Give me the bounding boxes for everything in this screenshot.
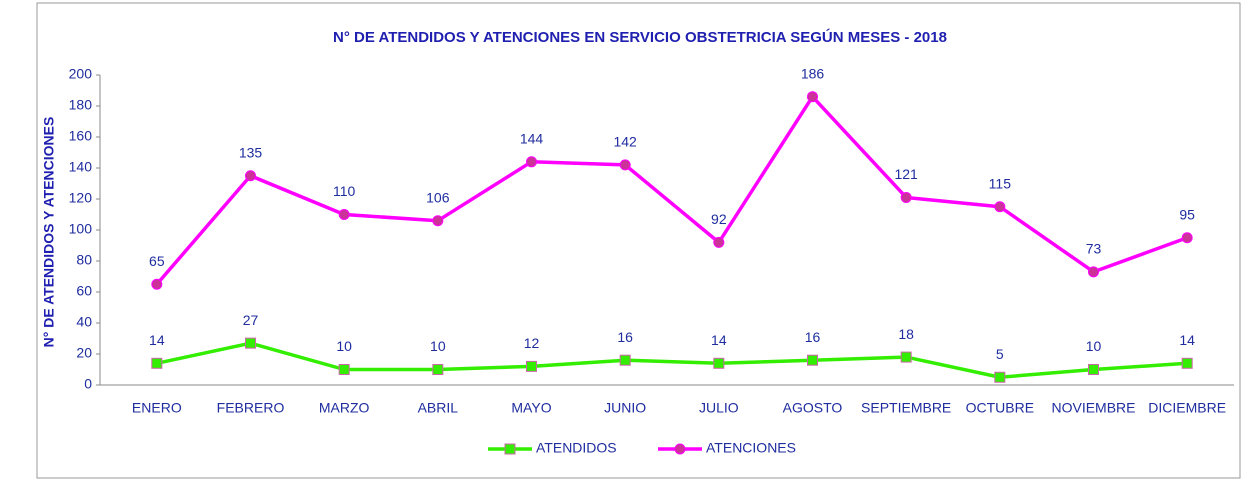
data-label: 10 bbox=[1086, 338, 1102, 354]
marker bbox=[713, 236, 725, 248]
data-label: 12 bbox=[524, 335, 540, 351]
data-label: 135 bbox=[239, 144, 263, 160]
x-tick-label: JUNIO bbox=[604, 400, 646, 416]
data-label: 92 bbox=[711, 211, 727, 227]
data-label: 95 bbox=[1179, 206, 1195, 222]
chart-title: N° DE ATENDIDOS Y ATENCIONES EN SERVICIO… bbox=[333, 28, 947, 46]
marker bbox=[338, 209, 350, 220]
x-tick-label: AGOSTO bbox=[783, 400, 843, 416]
data-label: 73 bbox=[1086, 241, 1102, 257]
marker bbox=[994, 371, 1006, 383]
marker bbox=[994, 201, 1006, 213]
marker bbox=[1088, 266, 1099, 278]
data-label: 115 bbox=[989, 175, 1012, 191]
y-tick-label: 20 bbox=[76, 345, 92, 361]
legend-marker bbox=[504, 443, 516, 455]
y-tick-label: 100 bbox=[69, 221, 93, 237]
marker bbox=[900, 351, 912, 363]
y-tick-label: 140 bbox=[69, 159, 93, 175]
legend-label: ATENCIONES bbox=[706, 440, 796, 456]
data-label: 27 bbox=[243, 312, 259, 328]
data-label: 18 bbox=[898, 326, 914, 342]
data-label: 5 bbox=[996, 346, 1004, 362]
marker bbox=[807, 354, 818, 366]
data-label: 106 bbox=[426, 189, 450, 205]
marker bbox=[619, 159, 631, 171]
marker bbox=[151, 357, 163, 369]
data-label: 110 bbox=[333, 183, 356, 199]
data-label: 65 bbox=[149, 253, 165, 269]
data-label: 16 bbox=[805, 329, 821, 345]
data-label: 186 bbox=[801, 65, 825, 81]
data-label: 14 bbox=[149, 332, 165, 348]
y-tick-label: 120 bbox=[69, 190, 93, 206]
marker bbox=[338, 364, 350, 375]
marker bbox=[1181, 357, 1193, 369]
marker bbox=[432, 215, 444, 227]
y-tick-label: 40 bbox=[76, 314, 92, 330]
data-label: 14 bbox=[1179, 332, 1195, 348]
marker bbox=[807, 91, 818, 103]
y-tick-label: 180 bbox=[69, 97, 93, 113]
data-label: 142 bbox=[613, 134, 637, 150]
x-tick-label: OCTUBRE bbox=[966, 400, 1034, 416]
marker bbox=[151, 278, 163, 290]
x-tick-label: DICIEMBRE bbox=[1148, 400, 1226, 416]
legend-label: ATENDIDOS bbox=[536, 440, 617, 456]
x-tick-label: MAYO bbox=[511, 400, 551, 416]
x-tick-label: SEPTIEMBRE bbox=[861, 400, 951, 416]
marker bbox=[619, 354, 631, 366]
x-tick-label: JULIO bbox=[699, 400, 739, 416]
data-label: 16 bbox=[617, 329, 633, 345]
data-label: 121 bbox=[894, 166, 918, 182]
marker bbox=[245, 170, 256, 182]
chart-frame bbox=[36, 2, 1241, 479]
data-label: 10 bbox=[430, 338, 446, 354]
y-tick-label: 160 bbox=[69, 128, 93, 144]
data-label: 10 bbox=[336, 338, 352, 354]
data-label: 144 bbox=[520, 131, 544, 147]
marker bbox=[1181, 232, 1193, 244]
marker bbox=[1088, 364, 1099, 375]
y-axis-label: N° DE ATENDIDOS Y ATENCIONES bbox=[41, 117, 57, 348]
marker bbox=[713, 357, 725, 369]
legend-marker bbox=[674, 443, 686, 455]
y-tick-label: 200 bbox=[69, 66, 93, 82]
series-line bbox=[156, 341, 1188, 379]
series-line bbox=[155, 94, 1188, 286]
y-tick-label: 80 bbox=[76, 252, 92, 268]
x-tick-label: MARZO bbox=[319, 400, 370, 416]
x-tick-label: FEBRERO bbox=[217, 400, 285, 416]
marker bbox=[526, 360, 537, 372]
marker bbox=[432, 364, 444, 375]
y-tick-label: 0 bbox=[84, 376, 92, 392]
x-tick-label: ENERO bbox=[132, 400, 182, 416]
marker bbox=[245, 337, 256, 349]
y-tick-label: 60 bbox=[76, 283, 92, 299]
x-tick-label: ABRIL bbox=[418, 400, 459, 416]
data-label: 14 bbox=[711, 332, 727, 348]
x-tick-label: NOVIEMBRE bbox=[1051, 400, 1135, 416]
marker bbox=[526, 156, 537, 168]
marker bbox=[900, 191, 912, 203]
